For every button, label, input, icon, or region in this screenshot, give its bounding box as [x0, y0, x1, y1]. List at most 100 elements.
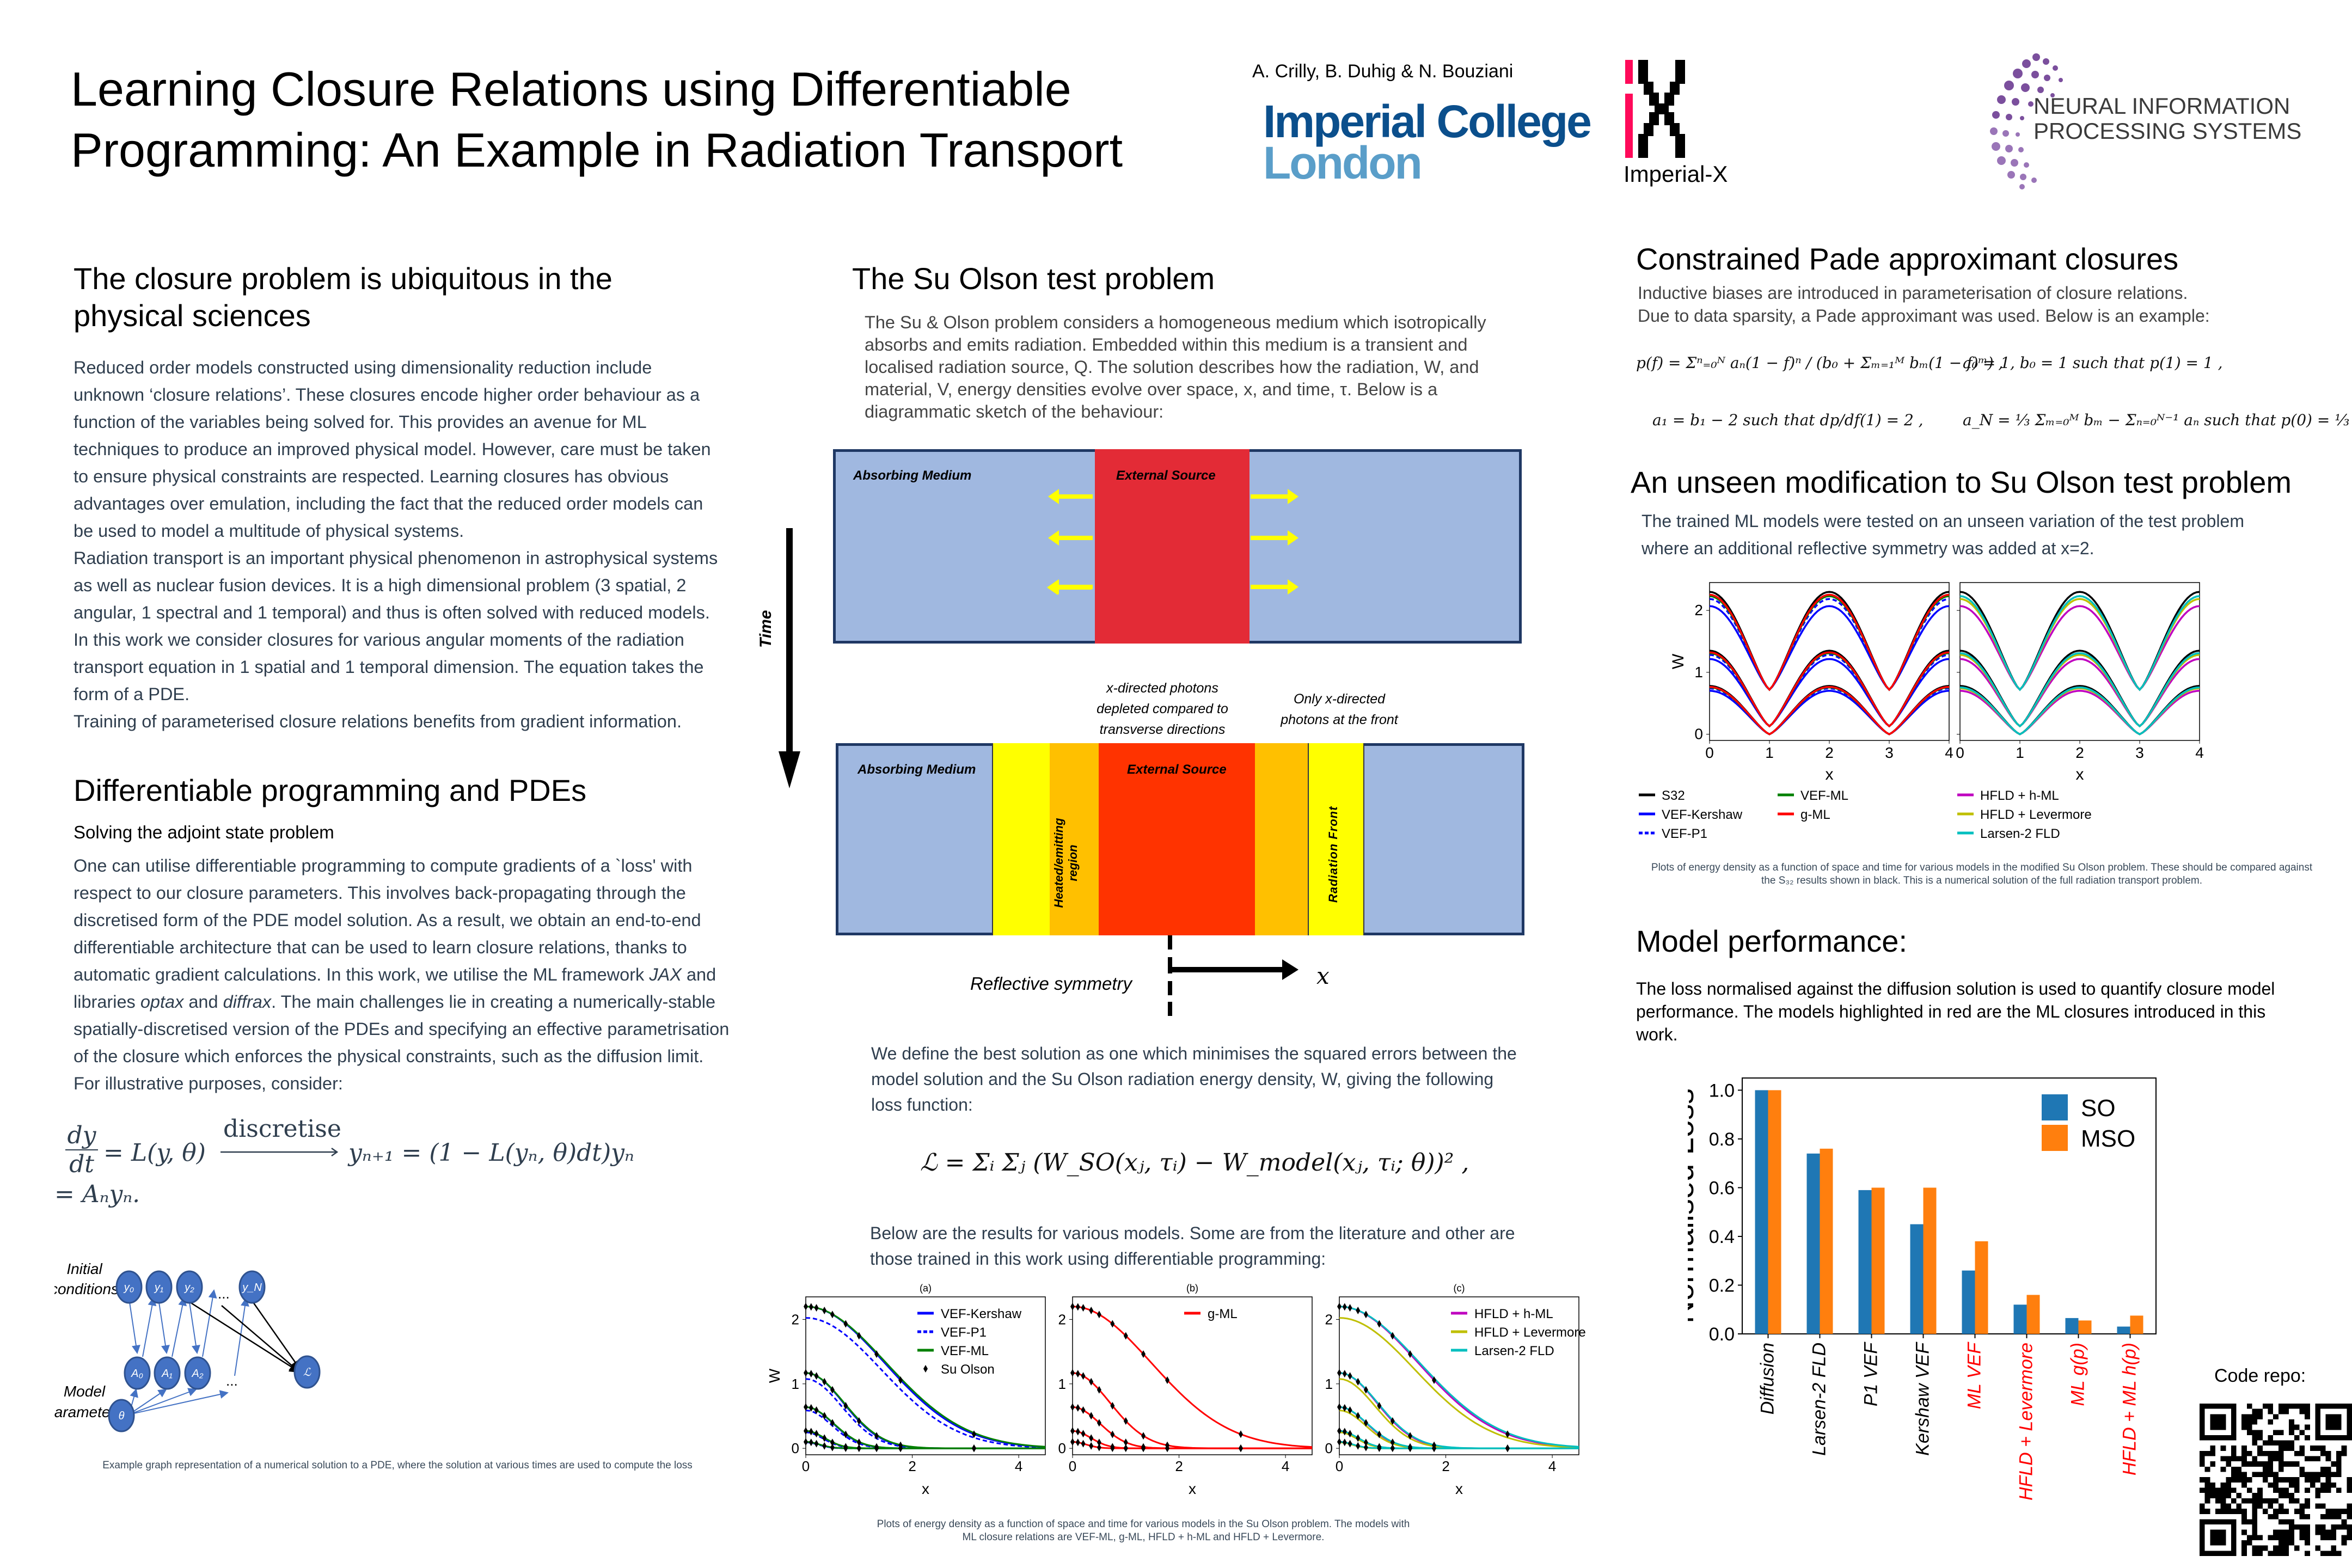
qr-module	[2289, 1461, 2294, 1467]
normalised-loss-chart: 0.0 0.2 0.4 0.6 0.8 1.0 Normalised Loss Diffusi…	[1688, 1077, 2157, 1500]
qr-finder-core	[2210, 1414, 2226, 1430]
qr-module	[2341, 1509, 2347, 1514]
qr-module	[2236, 1503, 2242, 1509]
su-olson-marker	[804, 1438, 808, 1446]
qr-module	[2347, 1487, 2352, 1493]
su-olson-marker	[856, 1444, 861, 1453]
x-tick-label: 0	[1336, 1458, 1343, 1474]
su-olson-marker	[814, 1372, 819, 1380]
qr-module	[2215, 1509, 2221, 1514]
qr-module	[2268, 1514, 2274, 1520]
qr-module	[2320, 1551, 2326, 1556]
qr-module	[2257, 1487, 2263, 1493]
qr-module	[2231, 1456, 2237, 1462]
qr-module	[2294, 1545, 2300, 1551]
x-axis-label: x	[1316, 963, 1330, 989]
su-olson-marker	[856, 1417, 861, 1425]
qr-module	[2262, 1498, 2268, 1504]
qr-module	[2278, 1519, 2284, 1525]
qr-module	[2273, 1482, 2278, 1488]
y-tick-label: 2	[1058, 1311, 1066, 1327]
qr-module	[2252, 1514, 2258, 1520]
imperial-x-logo-icon	[1625, 60, 1685, 158]
neurips-line2: PROCESSING SYSTEMS	[2033, 118, 2302, 144]
qr-code-icon[interactable]	[2200, 1404, 2352, 1556]
qr-module	[2241, 1551, 2247, 1556]
x-tick-label: HFLD + ML h(p)	[2120, 1343, 2140, 1475]
graph-label-initial-1: Initial	[66, 1260, 102, 1277]
x-tick-label: 2	[1442, 1458, 1449, 1474]
su-olson-marker	[1356, 1442, 1361, 1450]
bar-so	[2065, 1318, 2079, 1334]
qr-module	[2305, 1503, 2310, 1509]
qr-module	[2257, 1498, 2263, 1504]
emission-arrows-icon	[1047, 489, 1298, 595]
su-olson-marker	[822, 1307, 827, 1315]
su-olson-marker	[1075, 1370, 1080, 1378]
su-olson-marker	[1089, 1442, 1094, 1450]
loss-intro: We define the best solution as one which…	[871, 1044, 1517, 1114]
code-repo-label: Code repo:	[2214, 1365, 2306, 1386]
qr-module	[2299, 1466, 2305, 1472]
mso-curve-g-ml	[1709, 651, 1950, 728]
qr-module	[2241, 1514, 2247, 1520]
qr-module	[2341, 1524, 2347, 1530]
su-olson-marker	[856, 1332, 861, 1340]
qr-module	[2325, 1482, 2331, 1488]
qr-module	[2252, 1440, 2258, 1446]
su-olson-marker	[1342, 1370, 1347, 1378]
su-olson-marker	[1141, 1432, 1146, 1440]
qr-module	[2226, 1487, 2231, 1493]
su-olson-marker	[1141, 1350, 1146, 1358]
bar-so	[1962, 1270, 1975, 1334]
qr-module	[2204, 1477, 2210, 1483]
qr-module	[2289, 1529, 2294, 1535]
qr-module	[2262, 1545, 2268, 1551]
graph-ellipsis-top: ...	[218, 1285, 230, 1302]
qr-module	[2315, 1445, 2321, 1451]
su-olson-marker	[1377, 1401, 1382, 1410]
qr-module	[2268, 1482, 2274, 1488]
graph-ellipsis-mid: ...	[226, 1373, 238, 1389]
su-olson-marker	[1081, 1304, 1086, 1312]
qr-module	[2273, 1535, 2278, 1541]
y-tick-label: 2	[1694, 602, 1703, 618]
qr-module	[2294, 1498, 2300, 1504]
qr-module	[2257, 1414, 2263, 1419]
node-A2-label: A₂	[192, 1368, 204, 1380]
legend-label: Larsen-2 FLD	[1980, 826, 2060, 841]
x-tick-label: HFLD + Levermore	[2016, 1343, 2037, 1500]
graph-caption: Example graph representation of a numeri…	[102, 1460, 693, 1471]
qr-module	[2252, 1472, 2258, 1478]
bar-so	[2013, 1304, 2027, 1334]
su-olson-marker	[1123, 1444, 1128, 1453]
x-tick-label: 3	[1885, 744, 1894, 761]
su-olson-marker	[814, 1430, 819, 1438]
mso-curve-larsen-2-fld	[1959, 595, 2200, 691]
pade-eq1: p(f) = Σⁿ₌₀ᴺ aₙ(1 − f)ⁿ / (b₀ + Σₘ₌₁ᴹ bₘ…	[1636, 354, 2004, 372]
su-olson-marker	[1390, 1417, 1395, 1425]
qr-module	[2320, 1524, 2326, 1530]
series-curve-vef-p1	[805, 1378, 1045, 1449]
bar-mso	[1768, 1090, 1781, 1334]
qr-module	[2241, 1414, 2247, 1419]
diffrax-term: diffrax	[223, 992, 272, 1012]
qr-module	[2236, 1477, 2242, 1483]
qr-module	[2257, 1535, 2263, 1541]
qr-module	[2252, 1529, 2258, 1535]
qr-module	[2226, 1461, 2231, 1467]
su-olson-marker	[1097, 1310, 1101, 1319]
xdirected-annotation: x-directed photons depleted compared to …	[1081, 678, 1244, 740]
su-olson-marker	[843, 1320, 848, 1328]
series-curve-hfld-h-ml	[1339, 1372, 1579, 1449]
y-axis-label: Normalised Loss	[1688, 1088, 1700, 1324]
heated-line1: Heated/emitting	[1052, 818, 1065, 908]
qr-module	[2320, 1535, 2326, 1541]
qr-module	[2252, 1503, 2258, 1509]
qr-module	[2341, 1540, 2347, 1546]
qr-module	[2278, 1466, 2284, 1472]
node-loss-label: ℒ	[303, 1367, 311, 1379]
